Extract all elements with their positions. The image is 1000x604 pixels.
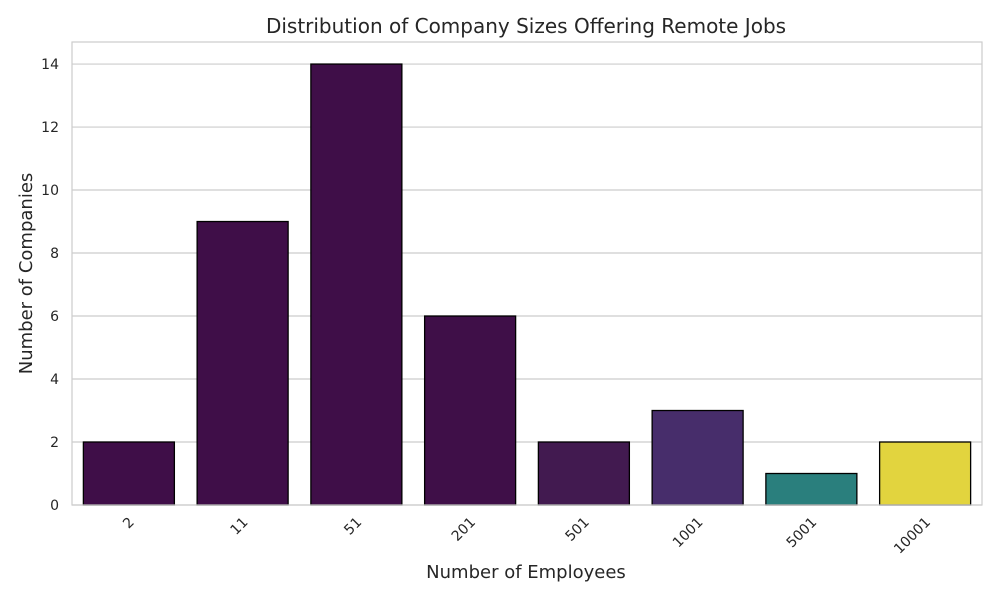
x-tick-label: 501: [562, 515, 592, 545]
x-tick-label: 2: [120, 515, 138, 533]
x-axis-label: Number of Employees: [426, 562, 626, 583]
y-tick-label: 0: [50, 498, 59, 514]
y-axis-label: Number of Companies: [16, 173, 37, 375]
bar: [878, 441, 972, 506]
y-tick-labels: 0 2 4 6 8 10 12 14: [41, 57, 59, 514]
bar: [651, 409, 744, 506]
x-tick-label: 1001: [670, 515, 707, 552]
y-tick-label: 10: [41, 183, 59, 199]
bars: [82, 63, 972, 506]
x-tick-label: 10001: [891, 515, 934, 558]
y-tick-label: 4: [50, 372, 59, 388]
chart-title: Distribution of Company Sizes Offering R…: [266, 14, 786, 38]
bar: [82, 441, 176, 506]
y-tick-label: 14: [41, 57, 59, 73]
x-tick-label: 11: [228, 515, 252, 539]
bar: [765, 472, 858, 506]
bar: [196, 220, 289, 506]
x-tick-label: 201: [449, 515, 479, 545]
y-tick-label: 6: [50, 309, 59, 325]
bar: [423, 315, 517, 506]
y-tick-label: 8: [50, 246, 59, 262]
x-tick-label: 5001: [784, 515, 821, 552]
bar: [310, 63, 403, 506]
plot-frame: [71, 41, 983, 506]
bar: [537, 441, 631, 506]
x-tick-labels: 2 11 51 201 501 1001 5001 10001: [120, 515, 934, 558]
y-tick-label: 2: [50, 435, 59, 451]
x-tick-label: 51: [341, 515, 365, 539]
y-tick-label: 12: [41, 120, 59, 136]
